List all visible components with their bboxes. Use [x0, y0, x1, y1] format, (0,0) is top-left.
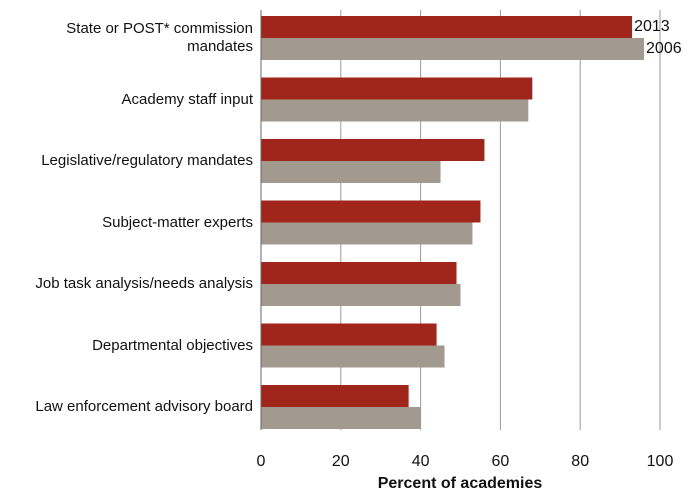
x-tick-label: 60 [492, 453, 510, 470]
x-tick-label: 20 [332, 453, 350, 470]
bar [261, 284, 461, 306]
x-tick-label: 100 [647, 453, 674, 470]
bar [261, 99, 529, 122]
x-axis-title: Percent of academies [378, 475, 543, 492]
x-tick-label: 40 [412, 453, 430, 470]
bar [261, 385, 409, 407]
y-tick-label: Law enforcement advisory board [35, 398, 253, 415]
bar [261, 345, 445, 368]
bar [261, 161, 441, 183]
bar [261, 38, 645, 60]
y-tick-label: Subject-matter experts [102, 213, 253, 231]
legend-label: 2006 [646, 40, 682, 57]
bar [261, 139, 485, 161]
x-tick-label: 80 [571, 453, 589, 470]
y-tick-label: State or POST* commission mandates [66, 20, 253, 55]
y-tick-label: Job task analysis/needs analysis [35, 275, 253, 292]
bar [261, 200, 481, 223]
bar [261, 262, 457, 284]
y-tick-label: Departmental objectives [92, 336, 253, 354]
bar [261, 77, 533, 100]
x-tick-label: 0 [257, 453, 266, 470]
legend-label: 2013 [634, 18, 670, 35]
y-tick-label: Academy staff input [121, 90, 253, 108]
bar [261, 323, 437, 346]
bar [261, 407, 421, 429]
y-tick-label: Legislative/regulatory mandates [41, 152, 253, 169]
bar [261, 16, 633, 38]
bar [261, 222, 473, 245]
